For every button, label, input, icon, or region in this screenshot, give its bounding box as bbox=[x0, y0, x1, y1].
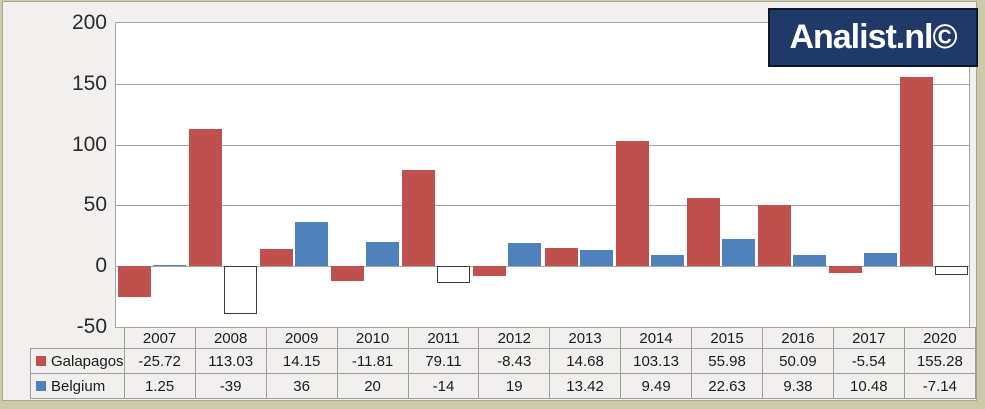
cell-belgium-2013: 13.42 bbox=[549, 373, 621, 399]
bar-galapagos-2009 bbox=[260, 248, 294, 267]
analist-logo: Analist.nl© bbox=[768, 8, 978, 67]
table-row-belgium: Belgium 1.25 -39 36 20 -14 19 13.42 9.49 22.63 9.3… bbox=[30, 373, 977, 399]
bar-belgium-2017 bbox=[863, 253, 897, 267]
gridline-100 bbox=[116, 144, 969, 146]
bar-belgium-2008 bbox=[224, 266, 258, 314]
legend-label-belgium: Belgium bbox=[51, 377, 106, 395]
plot-area bbox=[116, 23, 969, 327]
bar-galapagos-2015 bbox=[686, 198, 720, 267]
y-axis-label-50: 50 bbox=[83, 193, 107, 217]
bar-galapagos-2017 bbox=[828, 266, 862, 273]
bar-galapagos-2012 bbox=[473, 266, 507, 277]
y-axis-label-100: 100 bbox=[71, 132, 107, 156]
table-row-galapagos: Galapagos -25.72 113.03 14.15 -11.81 79.11 -8.… bbox=[30, 348, 977, 374]
cell-galapagos-2009: 14.15 bbox=[265, 348, 338, 374]
cell-belgium-2011: -14 bbox=[407, 373, 480, 399]
legend-galapagos: Galapagos bbox=[30, 348, 125, 374]
bar-galapagos-2010 bbox=[331, 266, 365, 281]
bar-galapagos-2007 bbox=[118, 266, 151, 298]
bar-belgium-2012 bbox=[508, 243, 542, 267]
cell-galapagos-2012: -8.43 bbox=[478, 348, 551, 374]
bar-belgium-2009 bbox=[295, 222, 329, 267]
year-header-2011: 2011 bbox=[407, 327, 480, 349]
cell-galapagos-2016: 50.09 bbox=[762, 348, 834, 374]
table-corner-cell bbox=[31, 328, 125, 349]
bar-galapagos-2020 bbox=[899, 77, 933, 267]
cell-belgium-2017: 10.48 bbox=[832, 373, 905, 399]
bar-galapagos-2013 bbox=[544, 248, 578, 267]
cell-belgium-2014: 9.49 bbox=[619, 373, 693, 399]
gridline-50 bbox=[116, 205, 969, 207]
chart-canvas: 200 150 100 50 0 -50 Analist.nl© 2007 2008 2009… bbox=[3, 2, 978, 400]
bar-belgium-2015 bbox=[721, 238, 755, 267]
bar-galapagos-2008 bbox=[189, 128, 223, 267]
year-header-2009: 2009 bbox=[265, 327, 338, 349]
bar-galapagos-2016 bbox=[757, 205, 791, 267]
year-header-2014: 2014 bbox=[619, 327, 693, 349]
legend-belgium: Belgium bbox=[30, 373, 125, 399]
cell-belgium-2009: 36 bbox=[265, 373, 338, 399]
cell-galapagos-2017: -5.54 bbox=[832, 348, 905, 374]
cell-galapagos-2015: 55.98 bbox=[691, 348, 763, 374]
analist-logo-text: Analist.nl© bbox=[789, 18, 957, 56]
zero-line bbox=[116, 266, 969, 268]
cell-galapagos-2010: -11.81 bbox=[336, 348, 409, 374]
bar-belgium-2016 bbox=[792, 254, 826, 267]
cell-galapagos-2014: 103.13 bbox=[619, 348, 693, 374]
year-header-2017: 2017 bbox=[832, 327, 905, 349]
cell-galapagos-2020: 155.28 bbox=[903, 348, 977, 374]
year-header-2016: 2016 bbox=[762, 327, 834, 349]
cell-galapagos-2007: -25.72 bbox=[123, 348, 196, 374]
year-header-2013: 2013 bbox=[549, 327, 621, 349]
bar-belgium-2014 bbox=[650, 254, 684, 267]
bar-belgium-2007 bbox=[153, 264, 186, 267]
bar-belgium-2013 bbox=[579, 249, 613, 267]
y-axis-label--50: -50 bbox=[76, 315, 107, 338]
bar-belgium-2011 bbox=[437, 266, 471, 284]
cell-belgium-2020: -7.14 bbox=[903, 373, 977, 399]
cell-galapagos-2013: 14.68 bbox=[549, 348, 621, 374]
y-axis-label-0: 0 bbox=[95, 254, 107, 278]
table-year-row: 2007 2008 2009 2010 2011 2012 2013 2014 2015 2016… bbox=[31, 327, 977, 349]
year-header-2010: 2010 bbox=[336, 327, 409, 349]
cell-belgium-2012: 19 bbox=[478, 373, 551, 399]
cell-belgium-2010: 20 bbox=[336, 373, 409, 399]
gridline-150 bbox=[116, 83, 969, 85]
cell-galapagos-2011: 79.11 bbox=[407, 348, 480, 374]
y-axis-label-150: 150 bbox=[71, 71, 107, 95]
cell-belgium-2015: 22.63 bbox=[691, 373, 763, 399]
year-header-2007: 2007 bbox=[123, 327, 196, 349]
legend-marker-galapagos bbox=[36, 356, 46, 366]
bar-galapagos-2011 bbox=[402, 170, 436, 267]
legend-marker-belgium bbox=[36, 381, 46, 391]
year-header-2015: 2015 bbox=[691, 327, 763, 349]
bar-belgium-2010 bbox=[366, 241, 400, 267]
cell-belgium-2007: 1.25 bbox=[123, 373, 196, 399]
year-header-2012: 2012 bbox=[478, 327, 551, 349]
cell-galapagos-2008: 113.03 bbox=[194, 348, 267, 374]
year-header-2008: 2008 bbox=[194, 327, 267, 349]
cell-belgium-2016: 9.38 bbox=[762, 373, 834, 399]
cell-belgium-2008: -39 bbox=[194, 373, 267, 399]
bar-galapagos-2014 bbox=[615, 140, 649, 267]
legend-label-galapagos: Galapagos bbox=[51, 352, 124, 370]
data-table: 2007 2008 2009 2010 2011 2012 2013 2014 2015 2016… bbox=[30, 327, 977, 399]
year-header-2020: 2020 bbox=[903, 327, 977, 349]
bar-belgium-2020 bbox=[934, 266, 968, 275]
y-axis-label-200: 200 bbox=[71, 11, 107, 34]
